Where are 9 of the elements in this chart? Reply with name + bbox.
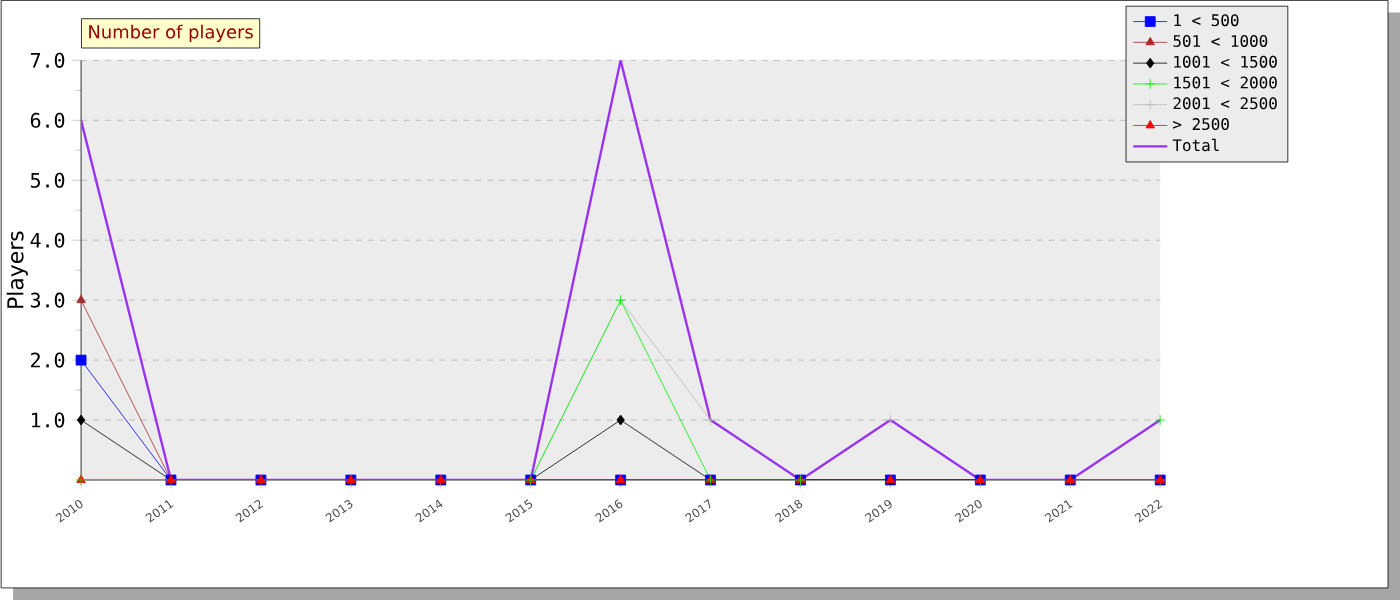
y-tick-label: 2.0 — [31, 352, 65, 368]
y-tick-label: 6.0 — [30, 112, 65, 128]
y-axis-title: Players — [6, 231, 28, 308]
chart-title: Number of players — [89, 24, 253, 43]
y-tick-label: 3.0 — [30, 292, 65, 308]
y-tick-label: 4.0 — [30, 232, 65, 248]
y-tick-label: 7.0 — [30, 52, 65, 68]
y-tick-label: 1.0 — [31, 412, 65, 428]
y-tick-label: 5.0 — [30, 172, 65, 188]
